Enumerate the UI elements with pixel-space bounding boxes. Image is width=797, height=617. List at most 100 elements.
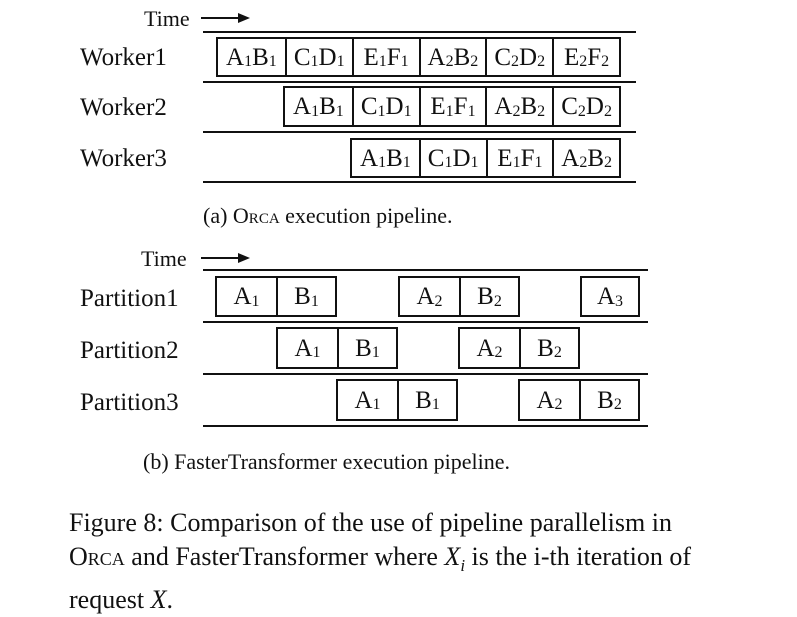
request-letter: B	[294, 283, 311, 310]
request-letter: D	[452, 144, 471, 172]
request-letter: B	[597, 386, 614, 414]
request-letter: F	[587, 43, 602, 71]
request-letter: B	[537, 334, 554, 362]
request-letter: F	[386, 43, 401, 71]
ft-caption: (b) FasterTransformer execution pipeline…	[143, 449, 510, 474]
request-letter: D	[385, 93, 404, 120]
orca-worker-label: Worker3	[80, 145, 167, 172]
ft-time-arrow-icon	[201, 253, 250, 263]
ft-timeline-line	[203, 373, 648, 375]
request-letter: B	[355, 334, 372, 362]
request-letter: A	[427, 43, 446, 71]
request-letter: A	[416, 283, 435, 310]
request-letter: A	[536, 386, 555, 414]
figure-caption-line: Figure 8: Comparison of the use of pipel…	[69, 508, 672, 537]
request-letter: A	[561, 144, 580, 172]
request-letter: B	[453, 43, 471, 71]
orca-time-label: Time	[144, 6, 190, 31]
ft-timeline-line	[203, 269, 648, 271]
request-letter: A	[226, 43, 245, 71]
figure-caption-line: request X.	[69, 585, 173, 615]
orca-worker-label: Worker1	[80, 44, 167, 71]
ft-partition-label: Partition2	[80, 337, 179, 364]
request-letter: C	[561, 93, 578, 120]
request-letter: E	[363, 43, 379, 71]
request-letter: B	[386, 144, 403, 172]
request-letter: B	[252, 43, 269, 71]
request-letter: E	[497, 144, 513, 172]
figure-caption-line: Orca and FasterTransformer where Xi is t…	[69, 542, 692, 576]
orca-time-arrow-icon	[201, 13, 250, 23]
orca-worker-label: Worker2	[80, 94, 167, 121]
request-letter: C	[293, 43, 311, 71]
request-letter: B	[319, 93, 336, 120]
request-letter: D	[585, 93, 604, 120]
orca-timeline-line	[203, 81, 636, 83]
orca-caption: (a) Orca execution pipeline.	[203, 203, 453, 228]
request-letter: A	[360, 144, 379, 172]
request-letter: A	[476, 334, 495, 362]
request-letter: C	[494, 43, 512, 71]
orca-timeline-line	[203, 31, 636, 33]
ft-partition-label: Partition1	[80, 285, 179, 312]
ft-timeline-line	[203, 321, 648, 323]
ft-time-label: Time	[141, 246, 187, 271]
request-letter: A	[294, 334, 313, 362]
request-letter: D	[519, 43, 538, 71]
orca-timeline-line	[203, 181, 636, 183]
request-letter: E	[430, 93, 446, 120]
request-letter: A	[494, 93, 513, 120]
request-letter: A	[596, 283, 616, 310]
request-letter: B	[587, 144, 604, 172]
request-letter: A	[293, 93, 312, 120]
request-letter: E	[563, 43, 580, 71]
request-letter: F	[520, 144, 535, 172]
request-letter: C	[360, 93, 378, 120]
request-letter: A	[233, 283, 252, 310]
request-letter: B	[415, 386, 432, 414]
request-letter: C	[427, 144, 445, 172]
request-letter: F	[453, 93, 468, 120]
ft-partition-label: Partition3	[80, 389, 179, 416]
request-letter: B	[520, 93, 538, 120]
orca-timeline-line	[203, 131, 636, 133]
